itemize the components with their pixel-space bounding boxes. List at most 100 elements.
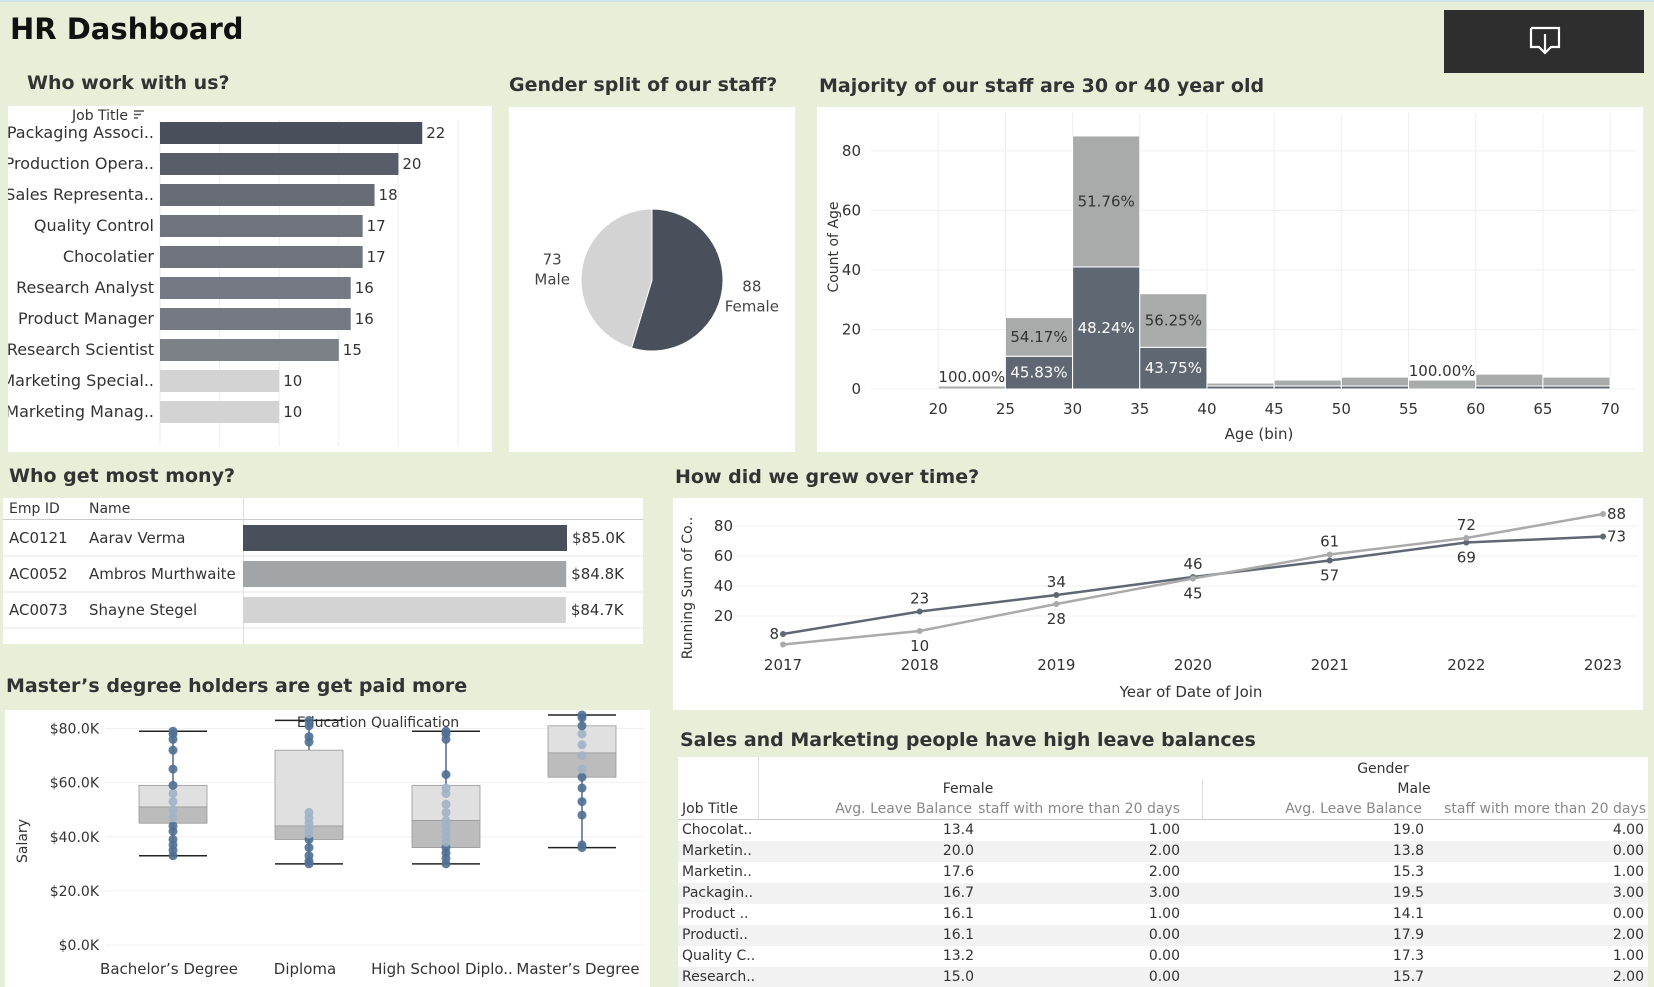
salary-point bbox=[168, 797, 178, 807]
bar-percent-label: 100.00% bbox=[938, 368, 1005, 386]
bar-percent-label: 54.17% bbox=[1010, 328, 1067, 346]
series-point bbox=[916, 608, 923, 615]
leave-panel-title: Sales and Marketing people have high lea… bbox=[680, 729, 1256, 751]
y-tick-label: 0 bbox=[851, 380, 861, 398]
education-card: Education Qualification $0.0K $20.0K $40.0K… bbox=[5, 710, 650, 987]
salary-label: $84.7K bbox=[571, 601, 625, 619]
x-tick-label: 30 bbox=[1063, 400, 1082, 418]
bar bbox=[160, 370, 280, 392]
job-title-chart: Packaging Associ.. 22 Production Opera.. 20… bbox=[8, 120, 459, 446]
category-label: Product Manager bbox=[18, 309, 154, 328]
dashboard-title: HR Dashboard bbox=[10, 12, 244, 46]
age-card: 20 25 30 35 40 45 50 55 60 65 70 0 20 40 60 80 Count of … bbox=[817, 107, 1643, 452]
education-panel-title: Master’s degree holders are get paid mor… bbox=[6, 675, 468, 697]
table-row: Marketin.. 17.6 2.00 15.3 1.00 bbox=[678, 862, 1648, 883]
job-title-panel-title: Who work with us? bbox=[27, 72, 230, 94]
header-divider bbox=[3, 519, 643, 520]
age-bar-male bbox=[1542, 376, 1611, 387]
leave-header-divider bbox=[678, 819, 1648, 820]
data-label: 8 bbox=[769, 625, 779, 643]
download-button[interactable] bbox=[1444, 10, 1644, 73]
age-bar-male bbox=[937, 385, 1006, 390]
bar-percent-label: 43.75% bbox=[1145, 359, 1202, 377]
table-row: Product .. 16.1 1.00 14.1 0.00 bbox=[678, 904, 1648, 925]
job-title-card: Job Title Packaging Associ.. 22 Production… bbox=[8, 106, 492, 452]
slice-name-label: Male bbox=[534, 271, 570, 289]
row-male-count: 2.00 bbox=[1612, 927, 1644, 943]
row-job-title: Product .. bbox=[682, 906, 749, 922]
row-male-avg: 17.9 bbox=[1392, 927, 1424, 943]
row-female-avg: 13.4 bbox=[942, 822, 974, 838]
row-female-count: 0.00 bbox=[1148, 948, 1180, 964]
table-row: Packagin.. 16.7 3.00 19.5 3.00 bbox=[678, 883, 1648, 904]
row-male-count: 2.00 bbox=[1612, 969, 1644, 985]
y-tick-label: 20 bbox=[842, 320, 861, 338]
salary-point bbox=[441, 799, 451, 809]
x-tick-label: 40 bbox=[1197, 400, 1216, 418]
data-label: 34 bbox=[1047, 573, 1066, 591]
table-row: Research.. 15.0 0.00 15.7 2.00 bbox=[678, 967, 1648, 987]
row-male-count: 0.00 bbox=[1612, 843, 1644, 859]
bar bbox=[160, 122, 423, 144]
salary-bar bbox=[243, 561, 567, 587]
male-count-header: staff with more than 20 days bbox=[1444, 801, 1646, 817]
job-title-header[interactable]: Job Title bbox=[72, 108, 145, 124]
data-label: 23 bbox=[910, 590, 929, 608]
category-label: Marketing Manag.. bbox=[8, 402, 154, 421]
category-label: Production Opera.. bbox=[8, 154, 154, 173]
series-point bbox=[780, 631, 786, 637]
x-tick-label: 2020 bbox=[1174, 656, 1212, 674]
data-label: 22 bbox=[426, 124, 445, 142]
female-count-header: staff with more than 20 days bbox=[978, 801, 1180, 817]
salary-point bbox=[577, 797, 587, 807]
table-row: Quality C.. 13.2 0.00 17.3 1.00 bbox=[678, 946, 1648, 967]
gender-panel-title: Gender split of our staff? bbox=[509, 74, 778, 96]
data-label: 15 bbox=[343, 341, 362, 359]
x-tick-label: 2017 bbox=[764, 656, 802, 674]
x-tick-label: 35 bbox=[1130, 400, 1149, 418]
female-avg-header: Avg. Leave Balance bbox=[835, 801, 972, 817]
bar bbox=[160, 401, 280, 423]
data-label: 10 bbox=[910, 637, 929, 655]
job-title-header-label: Job Title bbox=[72, 108, 129, 124]
salary-point bbox=[577, 840, 587, 850]
age-bar-female bbox=[1072, 266, 1141, 390]
series-point bbox=[1600, 511, 1606, 517]
salary-point bbox=[168, 805, 178, 815]
category-label: Chocolatier bbox=[63, 247, 155, 266]
sort-icon[interactable] bbox=[133, 109, 145, 120]
row-male-avg: 15.3 bbox=[1392, 864, 1424, 880]
data-label: 57 bbox=[1320, 567, 1339, 585]
salary-point bbox=[168, 726, 178, 736]
row-male-count: 3.00 bbox=[1612, 885, 1644, 901]
row-male-avg: 19.0 bbox=[1392, 822, 1424, 838]
salary-bar bbox=[243, 525, 567, 551]
salary-point bbox=[577, 751, 587, 761]
x-tick-label: 50 bbox=[1332, 400, 1351, 418]
male-group-header: Male bbox=[1397, 781, 1431, 797]
x-tick-label: 2019 bbox=[1037, 656, 1075, 674]
row-female-avg: 16.1 bbox=[942, 927, 974, 943]
name-cell: Aarav Verma bbox=[89, 529, 186, 547]
emp-id-cell: AC0073 bbox=[9, 601, 68, 619]
age-bar-male bbox=[1273, 379, 1342, 387]
slice-value-label: 88 bbox=[742, 277, 761, 295]
data-label: 20 bbox=[402, 155, 421, 173]
age-bar-male bbox=[1139, 293, 1208, 348]
row-female-count: 1.00 bbox=[1148, 906, 1180, 922]
row-female-count: 2.00 bbox=[1148, 843, 1180, 859]
x-tick-label: 20 bbox=[929, 400, 948, 418]
row-job-title: Producti.. bbox=[682, 927, 748, 943]
age-bar-male bbox=[1206, 382, 1275, 387]
data-label: 18 bbox=[379, 186, 398, 204]
x-tick-label: Master’s Degree bbox=[516, 960, 639, 978]
x-tick-label: 70 bbox=[1601, 400, 1620, 418]
salary-point bbox=[168, 788, 178, 798]
category-label: Research Analyst bbox=[16, 278, 154, 297]
row-female-count: 3.00 bbox=[1148, 885, 1180, 901]
y-tick-label: 60 bbox=[842, 201, 861, 219]
emp-id-cell: AC0121 bbox=[9, 529, 68, 547]
x-tick-label: 55 bbox=[1399, 400, 1418, 418]
salary-point bbox=[577, 783, 587, 793]
education-header: Education Qualification bbox=[297, 715, 459, 731]
